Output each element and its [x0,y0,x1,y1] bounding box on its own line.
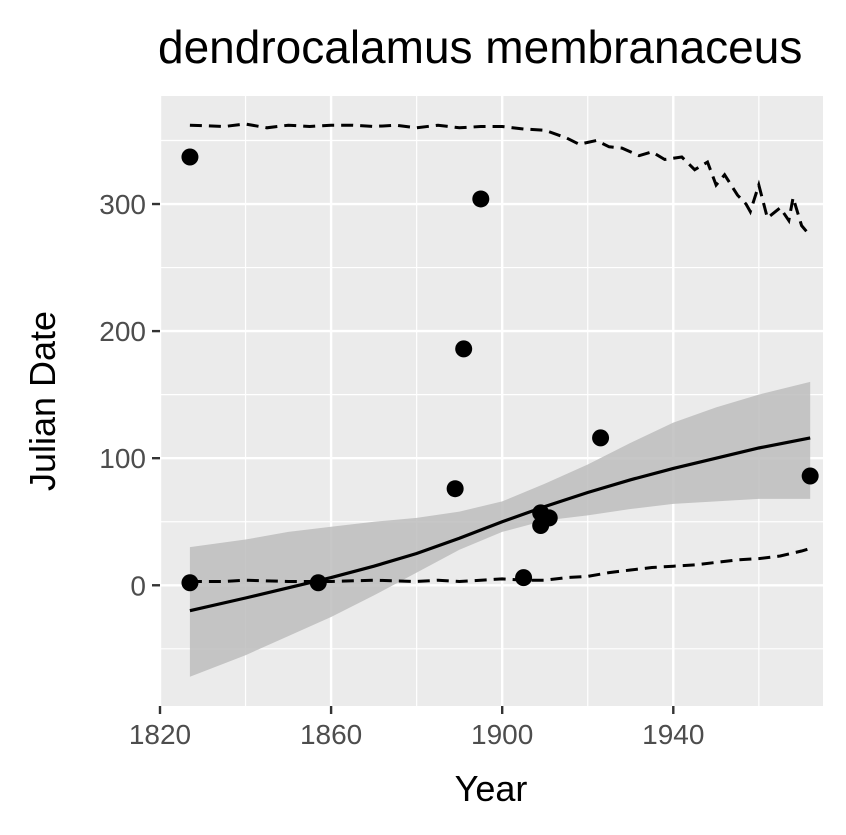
fit-line [189,436,811,613]
data-points [181,148,819,592]
y-axis: 0 100 200 300 [99,189,160,601]
lower-quantile-line [189,546,811,584]
y-axis-title: Julian Date [22,311,63,491]
data-point [515,569,533,587]
data-point [592,429,610,447]
y-tick-label: 300 [99,189,146,220]
data-point [801,467,819,485]
confidence-band-layer [189,381,811,677]
x-tick-label: 1900 [471,719,533,750]
y-tick-label: 200 [99,316,146,347]
confidence-band [189,381,811,677]
quantile-lines-layer [189,122,812,584]
data-point [309,574,327,592]
data-point [472,190,490,208]
data-point [181,148,199,166]
x-tick-label: 1860 [300,719,362,750]
x-tick-label: 1820 [129,719,191,750]
y-tick-label: 0 [130,570,146,601]
x-tick-label: 1940 [642,719,704,750]
x-axis: 1820 1860 1900 1940 [129,706,704,750]
data-point [446,480,464,498]
data-point [181,574,199,592]
fit-line-layer [189,436,811,613]
data-point [455,340,473,358]
upper-quantile-line [189,122,812,237]
x-axis-title: Year [455,768,528,809]
data-point [540,509,558,527]
chart-title: dendrocalamus membranaceus [158,21,802,73]
y-tick-label: 100 [99,443,146,474]
